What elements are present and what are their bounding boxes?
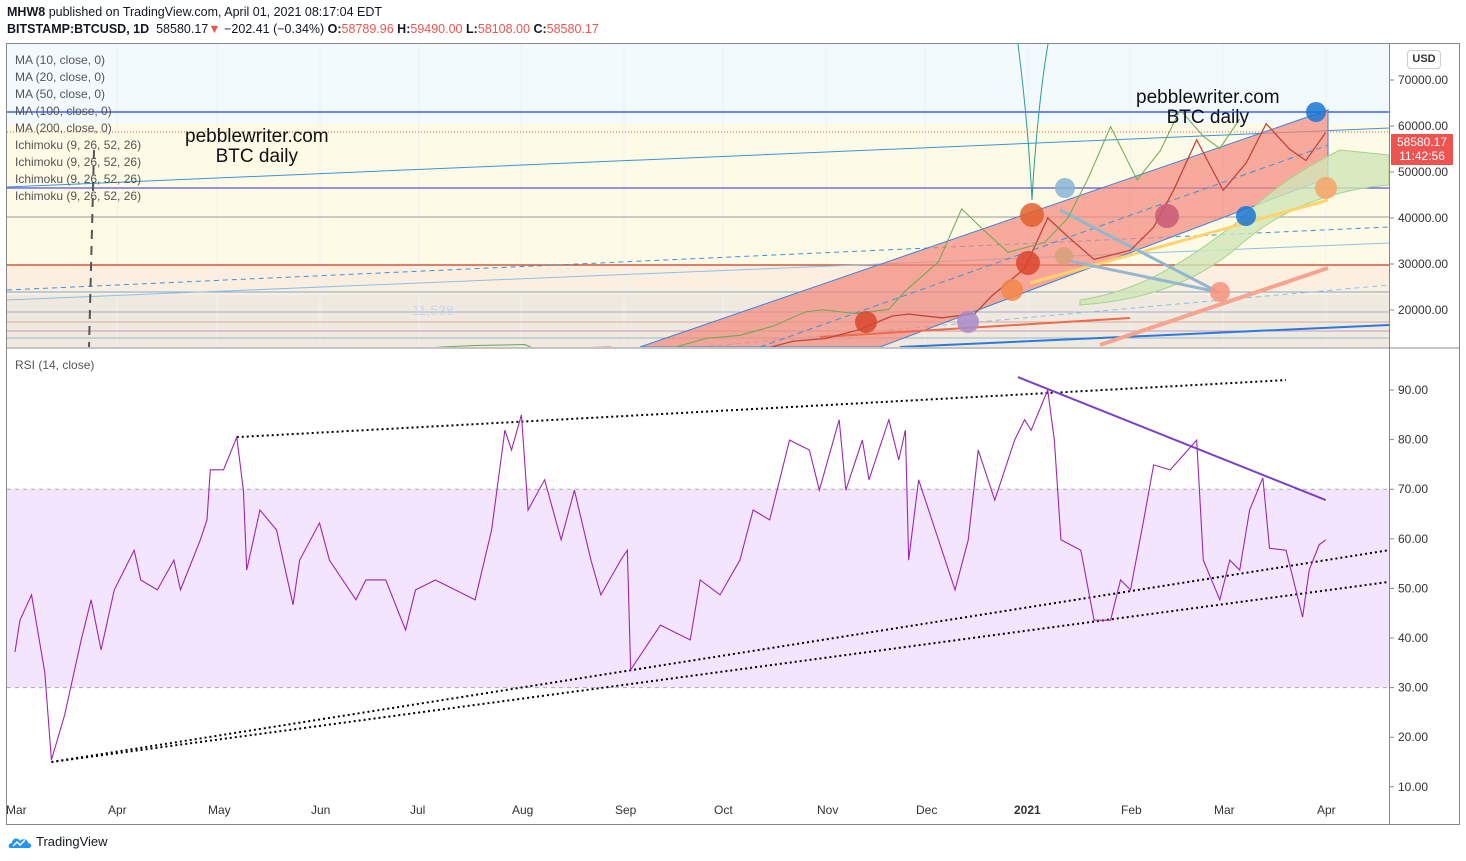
price-tick-label: 70000.00 [1398,73,1448,87]
open-value: 58789.96 [341,22,394,36]
low-value: 58108.00 [477,22,530,36]
trend-line [1029,198,1329,285]
last-price: 58580.17 [156,22,209,36]
tradingview-logo[interactable]: TradingView [8,834,108,849]
chart-border [6,43,1460,825]
rsi-tick-label: 60.00 [1398,532,1428,546]
marker-circle [1210,282,1230,302]
low-label: L: [466,22,478,36]
price-series [589,122,1327,347]
marker-circle [957,311,979,333]
trend-line [7,127,1389,188]
trend-line [1059,208,1219,294]
time-axis-label: Nov [817,803,839,817]
ichimoku-spike [1017,44,1049,201]
high-value: 59490.00 [410,22,463,36]
open-label: O: [327,22,342,36]
rsi-trendline-lower-dotted-1 [51,549,1389,763]
last-price-badge: 58580.17 11:42:56 [1391,134,1453,165]
rsi-trendline-resistance [1017,376,1327,502]
marker-circle [1016,251,1040,275]
ichimoku-lagging-span [435,108,1241,347]
time-axis-label: May [208,803,231,817]
rsi-trendline-upper-dotted [236,379,1287,439]
publish-info: MHW8 published on TradingView.com, April… [7,5,382,19]
indicator-legend-item[interactable]: Ichimoku (9, 26, 52, 26) [15,189,142,203]
price-tick-label: 20000.00 [1398,303,1448,317]
time-axis-label: Sep [615,803,637,817]
symbol-info: BITSTAMP:BTCUSD, 1D 58580.17▼ −202.41 (−… [7,22,599,36]
price-tick-label: 30000.00 [1398,257,1448,271]
symbol-name: BITSTAMP:BTCUSD, 1D [7,22,150,36]
rsi-tick-label: 10.00 [1398,780,1428,794]
price-tick-label: 40000.00 [1398,211,1448,225]
rsi-band [7,489,1389,688]
tradingview-cloud-icon [8,838,32,848]
indicator-legend-item[interactable]: MA (20, close, 0) [15,70,106,84]
publisher[interactable]: MHW8 [7,5,46,19]
watermark-text: pebblewriter.com BTC daily [1136,87,1280,128]
high-label: H: [397,22,411,36]
rsi-tick-label: 70.00 [1398,482,1428,496]
indicator-legend-item[interactable]: Ichimoku (9, 26, 52, 26) [15,138,142,152]
trend-line [1064,258,1219,294]
watermark-text: pebblewriter.com BTC daily [185,126,329,167]
bar-countdown: 11:42:56 [1399,149,1445,163]
currency-button[interactable]: USD [1407,50,1441,69]
time-axis-label: Oct [714,803,733,817]
marker-circle [1155,204,1179,228]
time-axis-label: Apr [108,803,127,817]
price-tick-label: 50000.00 [1398,165,1448,179]
trend-line [1099,266,1329,347]
marker-circle [1055,178,1075,198]
brand-name: TradingView [36,834,108,849]
rsi-pane [7,376,1389,763]
time-axis-label: Mar [6,803,27,817]
close-label: C: [533,22,547,36]
trend-line [7,242,1389,301]
time-axis-label: Jul [410,803,426,817]
marker-circle [1306,102,1326,122]
price-pane [7,44,1389,347]
price-tick-label: 60000.00 [1398,119,1448,133]
rsi-tick-label: 30.00 [1398,681,1428,695]
rsi-tick-label: 80.00 [1398,433,1428,447]
time-axis-label: Mar [1214,803,1235,817]
time-axis-label: Feb [1121,803,1142,817]
indicator-legend-item[interactable]: MA (50, close, 0) [15,87,106,101]
marker-circle [1020,203,1044,227]
marker-circle [855,311,877,333]
rsi-tick-label: 90.00 [1398,383,1428,397]
rsi-legend[interactable]: RSI (14, close) [15,358,95,372]
down-arrow-icon: ▼ [208,22,221,36]
faint-price-label: 11,538 [412,302,454,318]
price-change: −202.41 (−0.34%) [224,22,325,36]
time-axis-label: Dec [916,803,938,817]
published-text: published on TradingView.com, April 01, … [48,5,383,19]
dashed-marker [88,149,95,347]
trend-line [699,284,1389,347]
indicator-legend-item[interactable]: MA (10, close, 0) [15,53,106,67]
time-axis-label: 2021 [1014,803,1041,817]
close-value: 58580.17 [546,22,599,36]
time-axis-label: Apr [1317,803,1336,817]
rsi-tick-label: 20.00 [1398,730,1428,744]
rsi-tick-label: 50.00 [1398,581,1428,595]
marker-circle [1001,279,1023,301]
time-axis-label: Jun [311,803,331,817]
rsi-tick-label: 40.00 [1398,631,1428,645]
indicator-legend-item[interactable]: MA (200, close, 0) [15,121,112,135]
trend-line [899,324,1389,347]
rsi-series [14,387,1327,761]
indicator-legend-item[interactable]: Ichimoku (9, 26, 52, 26) [15,155,142,169]
marker-circle [1055,247,1073,265]
marker-circle [1236,206,1256,226]
marker-circle [1315,177,1337,199]
time-axis-label: Aug [512,803,534,817]
indicator-legend-item[interactable]: Ichimoku (9, 26, 52, 26) [15,172,142,186]
indicator-legend-item[interactable]: MA (100, close, 0) [15,104,112,118]
